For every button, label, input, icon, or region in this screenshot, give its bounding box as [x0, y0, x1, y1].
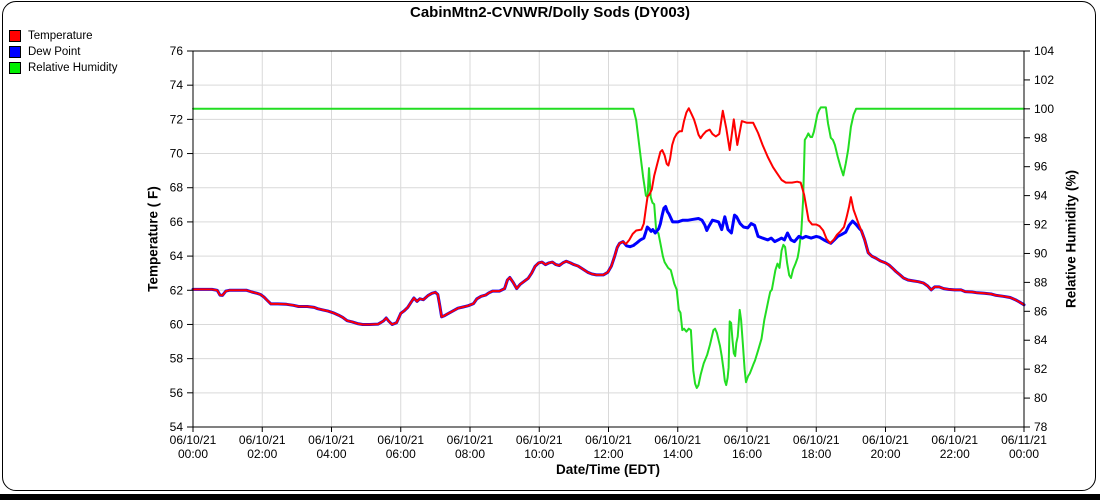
legend: Temperature Dew Point Relative Humidity [9, 28, 117, 76]
x-tick-date: 06/10/21 [931, 433, 978, 447]
left-tick-label: 74 [170, 78, 184, 92]
x-tick-time: 20:00 [870, 447, 900, 461]
x-tick-date: 06/10/21 [447, 433, 494, 447]
chart-title: CabinMtn2-CVNWR/Dolly Sods (DY003) [409, 4, 691, 21]
left-tick-label: 66 [170, 215, 184, 229]
legend-label: Relative Humidity [28, 62, 118, 74]
temperature-line [192, 107, 1025, 326]
left-tick-label: 56 [170, 386, 184, 400]
legend-item-relative-humidity: Relative Humidity [9, 60, 117, 76]
legend-label: Dew Point [28, 46, 81, 58]
x-tick-time: 02:00 [247, 447, 277, 461]
left-tick-label: 70 [170, 147, 184, 161]
left-tick-label: 68 [170, 181, 184, 195]
left-tick-label: 62 [170, 283, 184, 297]
x-tick-date: 06/10/21 [308, 433, 355, 447]
left-tick-label: 58 [170, 352, 184, 366]
left-tick-label: 60 [170, 317, 184, 331]
left-tick-label: 54 [170, 420, 184, 434]
x-tick-date: 06/10/21 [793, 433, 840, 447]
right-tick-label: 80 [1034, 391, 1048, 405]
right-tick-label: 78 [1034, 420, 1048, 434]
x-tick-date: 06/10/21 [585, 433, 632, 447]
x-axis-title: Date/Time (EDT) [555, 462, 661, 477]
x-tick-time: 14:00 [663, 447, 693, 461]
right-tick-label: 84 [1034, 333, 1048, 347]
x-tick-date: 06/10/21 [170, 433, 217, 447]
x-tick-time: 06:00 [386, 447, 416, 461]
x-tick-time: 22:00 [940, 447, 970, 461]
x-tick-date: 06/11/21 [1001, 433, 1047, 447]
x-tick-time: 04:00 [316, 447, 346, 461]
right-tick-label: 96 [1034, 160, 1048, 174]
x-tick-time: 00:00 [178, 447, 208, 461]
x-tick-time: 10:00 [524, 447, 554, 461]
x-tick-time: 08:00 [455, 447, 485, 461]
legend-item-dew-point: Dew Point [9, 44, 117, 60]
right-tick-label: 82 [1034, 362, 1048, 376]
right-tick-label: 86 [1034, 304, 1048, 318]
x-tick-date: 06/10/21 [654, 433, 701, 447]
right-tick-label: 88 [1034, 275, 1048, 289]
dew-point-swatch-icon [9, 46, 21, 58]
x-tick-time: 16:00 [732, 447, 762, 461]
x-tick-time: 18:00 [801, 447, 831, 461]
relative-humidity-swatch-icon [9, 62, 21, 74]
temperature-swatch-icon [9, 30, 21, 42]
right-tick-label: 94 [1034, 189, 1048, 203]
left-tick-label: 64 [170, 249, 184, 263]
right-tick-label: 90 [1034, 246, 1048, 260]
right-tick-label: 102 [1034, 73, 1054, 87]
legend-label: Temperature [28, 30, 93, 42]
left-tick-label: 72 [170, 112, 184, 126]
x-tick-date: 06/10/21 [724, 433, 771, 447]
x-tick-time: 12:00 [593, 447, 623, 461]
bottom-bar [0, 494, 1100, 500]
right-tick-label: 98 [1034, 131, 1048, 145]
right-tick-label: 104 [1034, 44, 1054, 58]
chart-frame [2, 1, 1096, 491]
left-tick-label: 76 [170, 44, 184, 58]
x-tick-date: 06/10/21 [239, 433, 286, 447]
right-tick-label: 100 [1034, 102, 1054, 116]
x-tick-date: 06/10/21 [862, 433, 909, 447]
legend-item-temperature: Temperature [9, 28, 117, 44]
x-tick-date: 06/10/21 [516, 433, 563, 447]
x-tick-date: 06/10/21 [377, 433, 424, 447]
x-tick-time: 00:00 [1009, 447, 1039, 461]
relative-humidity-line [192, 106, 1025, 389]
right-tick-label: 92 [1034, 218, 1048, 232]
